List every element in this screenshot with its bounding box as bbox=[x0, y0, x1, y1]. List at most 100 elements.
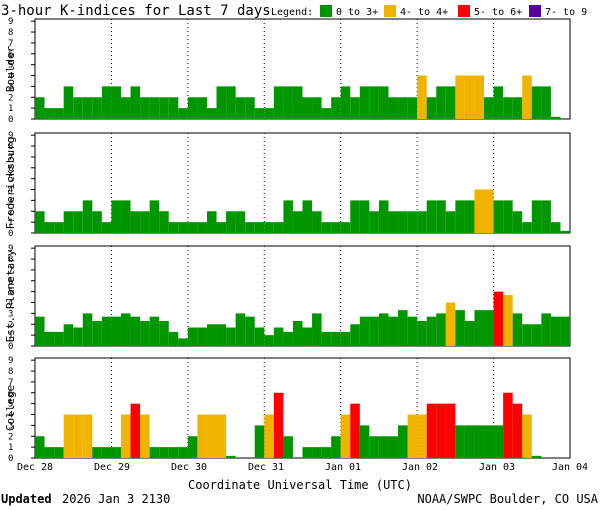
k-index-bar bbox=[120, 313, 131, 346]
y-tick-label: 9 bbox=[8, 17, 13, 27]
k-index-bar bbox=[140, 414, 150, 458]
k-index-bar bbox=[359, 316, 370, 346]
legend-swatch-green bbox=[320, 5, 332, 17]
k-index-bar bbox=[283, 331, 293, 346]
k-index-bar bbox=[302, 97, 313, 119]
k-index-bar bbox=[312, 313, 322, 346]
legend-item-red: 5- to 6+ bbox=[474, 7, 522, 18]
k-index-bar bbox=[216, 86, 227, 119]
k-index-bar bbox=[388, 436, 399, 458]
k-index-bar bbox=[197, 414, 207, 458]
k-index-bar bbox=[340, 222, 351, 233]
legend: Legend: 0 to 3+ 4- to 4+ 5- to 6+ 7- to … bbox=[271, 5, 587, 18]
k-index-bar bbox=[445, 302, 456, 346]
k-index-bar bbox=[216, 324, 227, 346]
y-tick-label: 6 bbox=[8, 389, 13, 399]
k-index-bar bbox=[178, 338, 188, 346]
k-index-bar bbox=[340, 86, 351, 119]
k-index-bar bbox=[101, 447, 112, 458]
k-index-bar bbox=[331, 331, 341, 346]
k-index-bar bbox=[541, 200, 551, 233]
k-index-bar bbox=[550, 116, 561, 119]
k-index-bar bbox=[436, 200, 446, 233]
x-tick-label: Jan 03 bbox=[479, 462, 515, 473]
y-tick-label: 1 bbox=[8, 104, 13, 114]
k-index-bar bbox=[264, 108, 274, 119]
k-index-bar bbox=[82, 414, 93, 458]
y-tick-label: 1 bbox=[8, 331, 13, 341]
chart-title: 3-hour K-indices for Last 7 days bbox=[1, 3, 271, 19]
k-index-bar bbox=[54, 331, 64, 346]
panel-label: Boulder bbox=[4, 45, 17, 92]
y-tick-label: 4 bbox=[8, 186, 13, 196]
k-index-bar bbox=[187, 436, 198, 458]
k-index-bar bbox=[388, 97, 399, 119]
k-index-bar bbox=[73, 211, 83, 233]
k-index-bar bbox=[92, 97, 102, 119]
k-index-bar bbox=[197, 97, 207, 119]
y-tick-label: 7 bbox=[8, 266, 13, 276]
k-index-bar bbox=[407, 211, 418, 233]
y-tick-label: 3 bbox=[8, 421, 13, 431]
k-index-bar bbox=[321, 222, 332, 233]
k-index-bar bbox=[350, 403, 360, 458]
k-index-bar bbox=[522, 414, 532, 458]
y-tick-label: 7 bbox=[8, 378, 13, 388]
k-index-bar bbox=[512, 403, 523, 458]
k-index-bar bbox=[550, 316, 561, 346]
y-tick-label: 3 bbox=[8, 82, 13, 92]
k-index-bar bbox=[120, 97, 131, 119]
panel-label: Fredericksburg bbox=[4, 137, 17, 230]
k-index-bar bbox=[292, 321, 303, 346]
k-index-bar bbox=[159, 321, 169, 346]
y-tick-label: 2 bbox=[8, 432, 13, 442]
y-tick-label: 5 bbox=[8, 175, 13, 185]
y-tick-label: 3 bbox=[8, 196, 13, 206]
y-tick-label: 3 bbox=[8, 309, 13, 319]
x-tick-label: Jan 02 bbox=[402, 462, 438, 473]
k-index-bar bbox=[302, 327, 313, 346]
k-index-bar bbox=[464, 200, 475, 233]
k-index-bar bbox=[512, 97, 523, 119]
k-index-bar bbox=[455, 75, 465, 119]
k-index-bar bbox=[82, 97, 93, 119]
source-credit: NOAA/SWPC Boulder, CO USA bbox=[417, 492, 598, 506]
k-index-bar bbox=[407, 414, 418, 458]
y-tick-label: 6 bbox=[8, 50, 13, 60]
k-index-bar bbox=[484, 97, 494, 119]
k-index-bar bbox=[359, 86, 370, 119]
y-tick-label: 2 bbox=[8, 320, 13, 330]
y-tick-label: 9 bbox=[8, 244, 13, 254]
y-tick-label: 1 bbox=[8, 218, 13, 228]
k-index-bar bbox=[283, 86, 293, 119]
k-index-bar bbox=[531, 86, 542, 119]
k-index-bar bbox=[140, 321, 150, 346]
k-index-bar bbox=[321, 331, 332, 346]
k-index-bar bbox=[312, 211, 322, 233]
k-index-bar bbox=[111, 200, 121, 233]
k-index-bar bbox=[254, 222, 265, 233]
k-index-bar bbox=[149, 200, 160, 233]
k-index-bar bbox=[464, 75, 475, 119]
y-tick-label: 2 bbox=[8, 207, 13, 217]
k-index-bar bbox=[407, 97, 418, 119]
k-index-bar bbox=[503, 200, 513, 233]
y-tick-label: 0 bbox=[8, 342, 13, 352]
x-tick-label: Jan 01 bbox=[325, 462, 361, 473]
k-index-bar bbox=[331, 436, 341, 458]
updated-label: Updated bbox=[1, 492, 52, 506]
k-index-bar bbox=[455, 200, 465, 233]
k-index-bar bbox=[130, 86, 141, 119]
y-tick-label: 2 bbox=[8, 93, 13, 103]
k-index-bar bbox=[436, 86, 446, 119]
k-index-bar bbox=[493, 200, 504, 233]
k-index-bar bbox=[522, 75, 532, 119]
k-index-bar bbox=[350, 324, 360, 346]
k-index-bar bbox=[235, 211, 246, 233]
k-index-bar bbox=[350, 97, 360, 119]
k-index-bar bbox=[493, 86, 504, 119]
k-index-bar bbox=[82, 200, 93, 233]
k-index-bar bbox=[378, 86, 389, 119]
